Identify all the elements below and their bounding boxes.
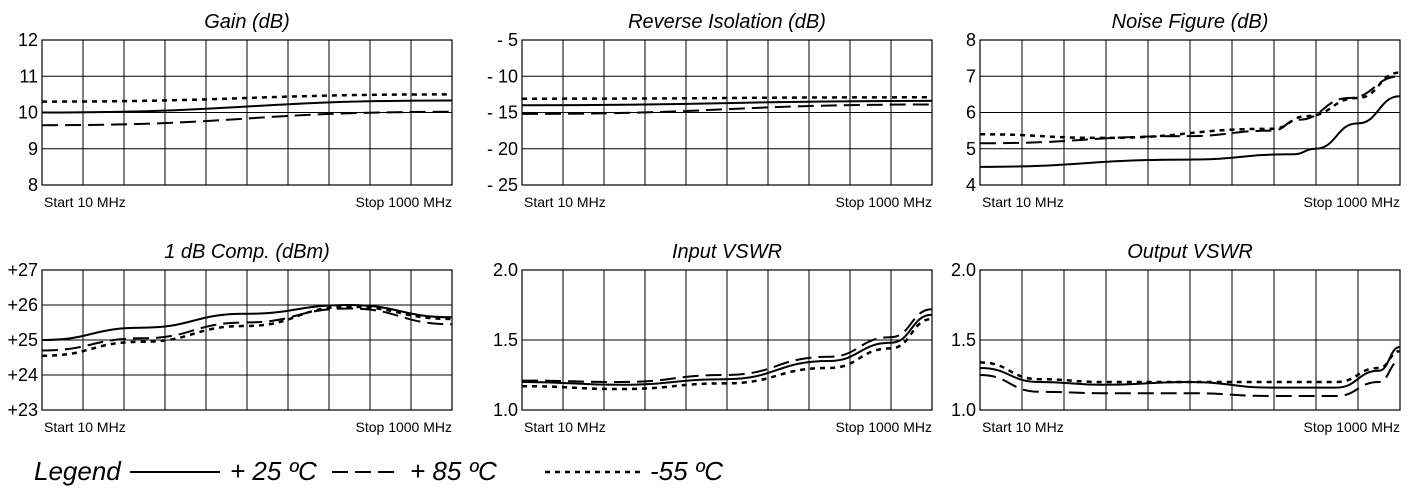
series-line-dotted-minus55c [521,96,933,100]
series-line-solid-plus25c [41,99,453,114]
y-tick-label: 1.5 [493,330,518,350]
y-tick-label: +26 [7,295,38,315]
y-tick-label: 8 [28,175,38,195]
chart-grid: Gain (dB) 12 11 10 9 8 Start 10 MHz Stop 1000 M… [7,11,1401,435]
x-start-label: Start 10 MHz [982,419,1064,435]
series-line-dotted-minus55c [979,349,1401,384]
y-tick-label: +23 [7,400,38,420]
chart-noise-figure-db: Noise Figure (dB) 8 7 6 5 4 Start 10 MHz Stop 1… [966,11,1401,210]
y-tick-label: 8 [966,30,976,50]
series-line-dashed-plus85c [41,307,453,352]
series-line-solid-plus25c [979,95,1401,168]
legend-label: Legend [34,456,122,486]
chart-title: Gain (dB) [204,11,290,33]
y-tick-label: - 15 [487,103,518,123]
y-tick-label: +27 [7,260,38,280]
plot-frame [521,39,933,186]
series-line-dashed-plus85c [521,103,933,115]
legend-entry-label: + 25 ºC [230,456,317,486]
chart-reverse-isolation-db: Reverse Isolation (dB) - 5 - 10 - 15 - 20 - 2… [487,11,933,210]
x-stop-label: Stop 1000 MHz [1304,194,1401,210]
y-tick-label: 9 [28,139,38,159]
y-tick-label: 1.0 [951,400,976,420]
y-tick-label: 1.5 [951,330,976,350]
x-start-label: Start 10 MHz [524,419,606,435]
y-tick-label: 2.0 [951,260,976,280]
series-line-solid-plus25c [979,346,1401,389]
series-line-dashed-plus85c [521,308,933,384]
y-tick-label: - 20 [487,139,518,159]
plot-frame [979,39,1401,186]
y-tick-label: - 5 [497,30,518,50]
legend-entry-label: -55 ºC [650,456,723,486]
x-start-label: Start 10 MHz [982,194,1064,210]
chart-title: 1 dB Comp. (dBm) [164,241,330,263]
chart-title: Noise Figure (dB) [1112,11,1269,33]
y-tick-label: - 10 [487,66,518,86]
series-line-dotted-minus55c [41,93,453,103]
chart-title: Input VSWR [672,241,782,263]
plot-frame [979,269,1401,411]
x-stop-label: Stop 1000 MHz [836,419,933,435]
series-line-dashed-plus85c [41,110,453,127]
chart-output-vswr: Output VSWR 2.0 1.5 1.0 Start 10 MHz Stop 100… [951,241,1401,435]
chart-title: Output VSWR [1127,241,1253,263]
y-tick-label: 10 [18,103,38,123]
series-line-solid-plus25c [41,303,453,341]
x-stop-label: Stop 1000 MHz [1304,419,1401,435]
chart-1-db-comp-dbm: 1 dB Comp. (dBm) +27 +26 +25 +24 +23 Start 10 … [7,241,453,435]
x-stop-label: Stop 1000 MHz [356,194,453,210]
y-tick-label: 4 [966,175,976,195]
plot-frame [521,269,933,411]
y-tick-label: +25 [7,330,38,350]
y-tick-label: 7 [966,66,976,86]
y-tick-label: - 25 [487,175,518,195]
y-tick-label: 5 [966,139,976,159]
y-tick-label: 2.0 [493,260,518,280]
series-line-dashed-plus85c [979,360,1401,398]
y-tick-label: 1.0 [493,400,518,420]
legend: Legend + 25 ºC + 85 ºC -55 ºC [34,456,723,486]
x-start-label: Start 10 MHz [44,419,126,435]
legend-entry-label: + 85 ºC [410,456,497,486]
x-stop-label: Stop 1000 MHz [356,419,453,435]
y-tick-label: 11 [19,66,38,86]
x-stop-label: Stop 1000 MHz [836,194,933,210]
y-tick-label: 6 [966,103,976,123]
series-line-dotted-minus55c [521,317,933,391]
chart-gain-db: Gain (dB) 12 11 10 9 8 Start 10 MHz Stop 1000 M… [18,11,453,210]
series-line-dotted-minus55c [979,71,1401,140]
series-line-solid-plus25c [521,313,933,386]
chart-input-vswr: Input VSWR 2.0 1.5 1.0 Start 10 MHz Stop 1000… [493,241,933,435]
y-tick-label: 12 [18,30,38,50]
x-start-label: Start 10 MHz [44,194,126,210]
x-start-label: Start 10 MHz [524,194,606,210]
series-line-solid-plus25c [521,99,933,107]
y-tick-label: +24 [7,365,38,385]
chart-title: Reverse Isolation (dB) [628,11,826,33]
